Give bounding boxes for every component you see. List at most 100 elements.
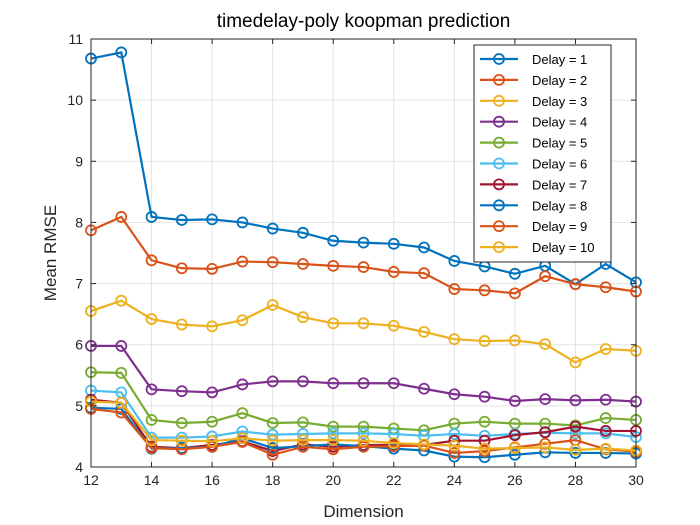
data-point [206, 213, 219, 226]
data-point [357, 377, 370, 390]
data-point [357, 261, 370, 273]
data-point [508, 429, 521, 442]
data-point [266, 428, 279, 441]
legend-entry: Delay = 3 [480, 94, 587, 109]
data-point [539, 437, 552, 450]
data-point [599, 412, 612, 424]
data-point [599, 281, 612, 294]
data-point [418, 267, 430, 280]
data-point [448, 447, 461, 459]
legend-marker [493, 178, 505, 191]
legend-marker [493, 74, 505, 86]
data-point [478, 442, 491, 455]
y-tick-label: 4 [75, 459, 83, 475]
data-point [236, 436, 249, 448]
data-point [508, 442, 521, 454]
legend-marker [493, 241, 505, 254]
data-point [297, 416, 309, 429]
legend-label: Delay = 4 [532, 115, 587, 130]
data-point [478, 390, 491, 403]
legend-entry: Delay = 6 [480, 157, 587, 172]
y-tick-label: 11 [68, 31, 83, 47]
y-tick-label: 10 [67, 92, 83, 108]
series-line [90, 400, 637, 452]
series-line [91, 344, 637, 403]
x-tick-label: 14 [144, 472, 160, 488]
data-point [387, 377, 400, 390]
x-tick-label: 30 [628, 472, 644, 488]
data-point [206, 320, 219, 333]
series-line [90, 299, 637, 364]
x-tick-label: 24 [447, 472, 463, 488]
data-point [115, 211, 128, 223]
x-tick-label: 22 [386, 472, 402, 488]
series-line [90, 371, 637, 432]
data-point [357, 317, 370, 330]
series-delay-5 [85, 366, 642, 437]
data-point [418, 438, 430, 451]
legend-marker [493, 136, 505, 149]
data-point [418, 241, 430, 254]
data-point [569, 443, 582, 456]
x-axis-label: Dimension [323, 502, 403, 521]
data-point [387, 437, 400, 450]
data-point [115, 46, 128, 59]
legend-label: Delay = 1 [532, 52, 587, 67]
data-point [327, 420, 340, 433]
data-point [327, 434, 340, 446]
data-point [175, 262, 188, 275]
y-axis-label: Mean RMSE [41, 205, 60, 301]
data-point [539, 270, 552, 283]
data-point [145, 211, 158, 223]
series-delay-6 [85, 384, 642, 444]
legend-label: Delay = 10 [532, 240, 595, 255]
data-point [387, 266, 400, 278]
data-point [387, 237, 400, 250]
y-tick-label: 7 [75, 276, 83, 292]
data-point [448, 283, 461, 295]
data-point [357, 434, 370, 447]
legend-label: Delay = 2 [532, 73, 587, 88]
data-point [357, 420, 370, 433]
legend-marker [493, 157, 505, 170]
chart-title: timedelay-poly koopman prediction [217, 11, 511, 32]
data-point [327, 317, 340, 330]
data-point [327, 377, 340, 390]
series-line [90, 215, 637, 295]
data-point [357, 236, 370, 249]
data-point [266, 375, 279, 388]
data-point [569, 394, 582, 407]
plot-area-border [90, 38, 637, 468]
legend-entry: Delay = 4 [480, 115, 587, 130]
data-point [115, 396, 128, 409]
data-point [327, 427, 340, 440]
data-point [539, 393, 552, 406]
legend-entry: Delay = 2 [480, 73, 587, 88]
data-point [175, 443, 188, 456]
legend-label: Delay = 9 [532, 219, 587, 234]
data-point [297, 311, 309, 324]
data-point [266, 448, 279, 461]
data-point [175, 214, 188, 226]
data-point [175, 318, 188, 331]
data-point [508, 395, 521, 407]
legend-label: Delay = 5 [532, 136, 587, 151]
data-point [387, 319, 400, 332]
data-point [297, 434, 309, 446]
data-point [418, 382, 430, 395]
data-point [569, 278, 582, 291]
series-line [90, 51, 637, 286]
data-point [539, 441, 552, 454]
legend-label: Delay = 7 [532, 177, 587, 192]
legend-label: Delay = 3 [532, 94, 587, 109]
data-point [115, 294, 128, 307]
data-point [508, 287, 521, 300]
legend-marker [493, 53, 505, 65]
x-tick-label: 28 [568, 472, 584, 488]
data-point [236, 314, 249, 327]
x-tick-label: 16 [204, 472, 220, 488]
data-point [599, 425, 612, 437]
y-tick-label: 9 [75, 153, 83, 169]
legend-entry: Delay = 8 [480, 198, 587, 213]
data-point [236, 255, 249, 268]
